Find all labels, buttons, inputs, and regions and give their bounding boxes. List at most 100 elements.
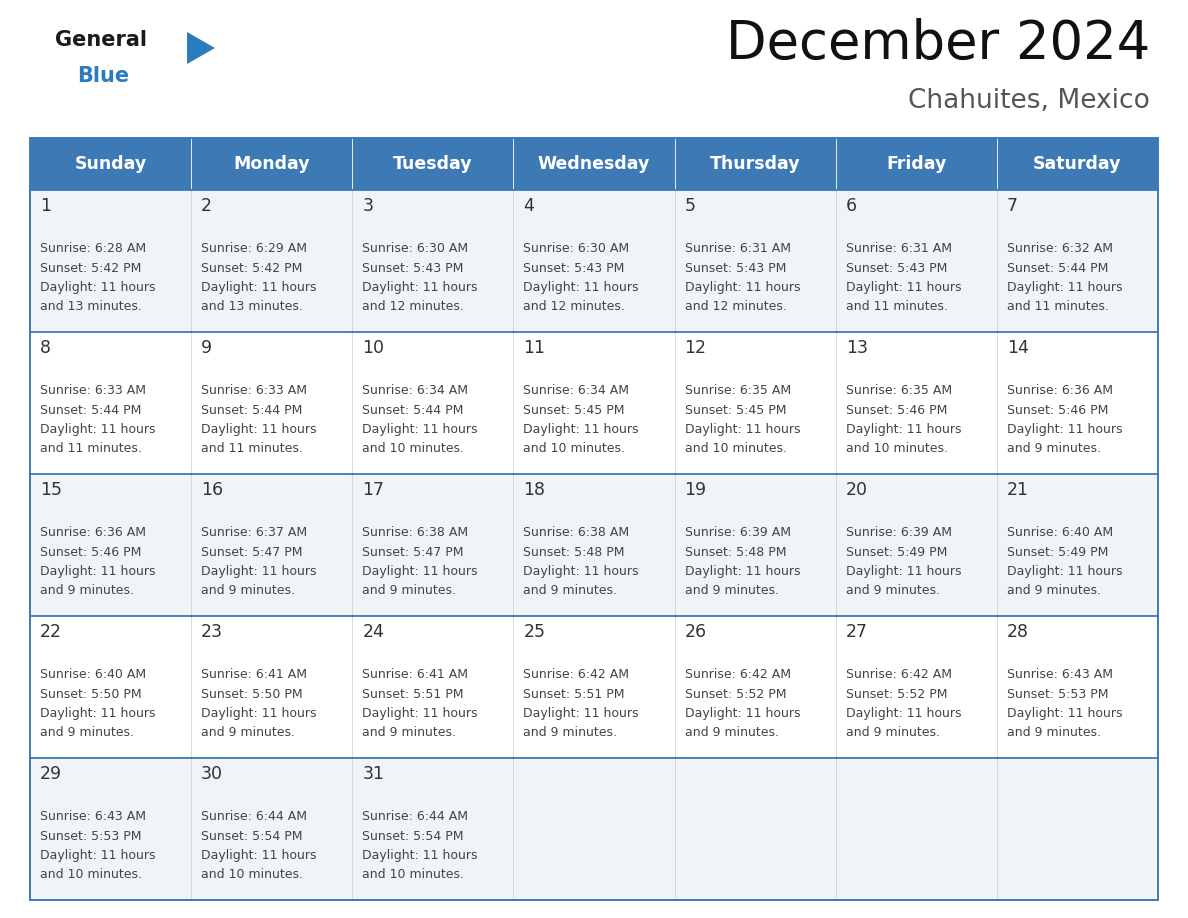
Text: Daylight: 11 hours: Daylight: 11 hours	[846, 423, 961, 436]
Text: Sunrise: 6:35 AM: Sunrise: 6:35 AM	[846, 384, 952, 397]
Text: Sunset: 5:53 PM: Sunset: 5:53 PM	[40, 830, 141, 843]
Text: Daylight: 11 hours: Daylight: 11 hours	[40, 423, 156, 436]
Bar	[191, 332, 353, 474]
Bar	[675, 758, 835, 900]
Text: Daylight: 11 hours: Daylight: 11 hours	[40, 707, 156, 720]
Text: Sunset: 5:46 PM: Sunset: 5:46 PM	[1007, 404, 1108, 417]
Text: and 13 minutes.: and 13 minutes.	[40, 300, 141, 314]
Text: Sunrise: 6:43 AM: Sunrise: 6:43 AM	[1007, 668, 1113, 681]
Text: Daylight: 11 hours: Daylight: 11 hours	[201, 707, 317, 720]
Text: and 10 minutes.: and 10 minutes.	[684, 442, 786, 455]
Text: Daylight: 11 hours: Daylight: 11 hours	[201, 281, 317, 294]
Text: Daylight: 11 hours: Daylight: 11 hours	[362, 707, 478, 720]
Text: Sunrise: 6:28 AM: Sunrise: 6:28 AM	[40, 242, 146, 255]
Text: Sunrise: 6:40 AM: Sunrise: 6:40 AM	[40, 668, 146, 681]
Bar	[835, 190, 997, 332]
Bar	[191, 474, 353, 616]
Text: Sunrise: 6:41 AM: Sunrise: 6:41 AM	[362, 668, 468, 681]
Text: 24: 24	[362, 623, 384, 641]
Text: Sunset: 5:42 PM: Sunset: 5:42 PM	[40, 262, 141, 274]
Text: Sunset: 5:42 PM: Sunset: 5:42 PM	[201, 262, 303, 274]
Text: Daylight: 11 hours: Daylight: 11 hours	[524, 423, 639, 436]
Bar	[675, 616, 835, 758]
Text: and 9 minutes.: and 9 minutes.	[40, 726, 134, 740]
Polygon shape	[187, 32, 215, 64]
Text: Sunrise: 6:34 AM: Sunrise: 6:34 AM	[524, 384, 630, 397]
Bar	[513, 616, 675, 758]
Bar	[997, 758, 1158, 900]
Text: Daylight: 11 hours: Daylight: 11 hours	[1007, 707, 1123, 720]
Text: Sunset: 5:50 PM: Sunset: 5:50 PM	[40, 688, 141, 700]
Text: Sunrise: 6:44 AM: Sunrise: 6:44 AM	[201, 810, 308, 823]
Bar	[30, 758, 191, 900]
Bar	[30, 332, 191, 474]
Text: and 9 minutes.: and 9 minutes.	[846, 585, 940, 598]
Bar	[30, 474, 191, 616]
Text: 26: 26	[684, 623, 707, 641]
Text: Sunrise: 6:42 AM: Sunrise: 6:42 AM	[524, 668, 630, 681]
Text: 2: 2	[201, 197, 213, 215]
Text: and 9 minutes.: and 9 minutes.	[362, 726, 456, 740]
Text: 3: 3	[362, 197, 373, 215]
Text: Sunset: 5:43 PM: Sunset: 5:43 PM	[846, 262, 947, 274]
Text: Daylight: 11 hours: Daylight: 11 hours	[40, 565, 156, 578]
Text: Daylight: 11 hours: Daylight: 11 hours	[684, 423, 800, 436]
Text: Sunset: 5:49 PM: Sunset: 5:49 PM	[846, 545, 947, 558]
Text: Tuesday: Tuesday	[393, 155, 473, 173]
Text: 23: 23	[201, 623, 223, 641]
Bar	[513, 758, 675, 900]
Text: Sunrise: 6:42 AM: Sunrise: 6:42 AM	[684, 668, 790, 681]
Text: Sunset: 5:46 PM: Sunset: 5:46 PM	[40, 545, 141, 558]
Text: Sunset: 5:48 PM: Sunset: 5:48 PM	[684, 545, 786, 558]
Text: and 12 minutes.: and 12 minutes.	[524, 300, 625, 314]
Bar	[675, 474, 835, 616]
Text: Sunset: 5:44 PM: Sunset: 5:44 PM	[201, 404, 303, 417]
Bar	[513, 474, 675, 616]
Bar	[835, 758, 997, 900]
Text: 21: 21	[1007, 481, 1029, 499]
Bar	[997, 332, 1158, 474]
Text: and 12 minutes.: and 12 minutes.	[362, 300, 465, 314]
Text: Sunrise: 6:30 AM: Sunrise: 6:30 AM	[362, 242, 468, 255]
Text: 10: 10	[362, 339, 384, 357]
Text: and 11 minutes.: and 11 minutes.	[846, 300, 948, 314]
Text: Sunrise: 6:41 AM: Sunrise: 6:41 AM	[201, 668, 308, 681]
Text: Sunset: 5:46 PM: Sunset: 5:46 PM	[846, 404, 947, 417]
Bar	[513, 332, 675, 474]
Text: Sunrise: 6:43 AM: Sunrise: 6:43 AM	[40, 810, 146, 823]
Text: Sunrise: 6:33 AM: Sunrise: 6:33 AM	[40, 384, 146, 397]
Text: and 13 minutes.: and 13 minutes.	[201, 300, 303, 314]
Text: Sunrise: 6:31 AM: Sunrise: 6:31 AM	[684, 242, 790, 255]
Text: Sunset: 5:54 PM: Sunset: 5:54 PM	[201, 830, 303, 843]
Text: Sunset: 5:51 PM: Sunset: 5:51 PM	[362, 688, 463, 700]
Text: 29: 29	[40, 765, 62, 783]
Text: Saturday: Saturday	[1034, 155, 1121, 173]
Text: Daylight: 11 hours: Daylight: 11 hours	[362, 849, 478, 862]
Text: Sunset: 5:45 PM: Sunset: 5:45 PM	[684, 404, 786, 417]
Bar	[191, 616, 353, 758]
Text: Sunrise: 6:40 AM: Sunrise: 6:40 AM	[1007, 526, 1113, 539]
Text: Sunrise: 6:36 AM: Sunrise: 6:36 AM	[40, 526, 146, 539]
Text: Sunrise: 6:33 AM: Sunrise: 6:33 AM	[201, 384, 308, 397]
Text: Sunrise: 6:42 AM: Sunrise: 6:42 AM	[846, 668, 952, 681]
Text: Sunrise: 6:32 AM: Sunrise: 6:32 AM	[1007, 242, 1113, 255]
Text: Daylight: 11 hours: Daylight: 11 hours	[1007, 423, 1123, 436]
Text: Friday: Friday	[886, 155, 947, 173]
Text: 1: 1	[40, 197, 51, 215]
Bar	[997, 474, 1158, 616]
Text: and 11 minutes.: and 11 minutes.	[40, 442, 141, 455]
Text: and 10 minutes.: and 10 minutes.	[524, 442, 625, 455]
Bar	[353, 616, 513, 758]
Text: Sunset: 5:50 PM: Sunset: 5:50 PM	[201, 688, 303, 700]
Text: 22: 22	[40, 623, 62, 641]
Text: and 9 minutes.: and 9 minutes.	[684, 585, 778, 598]
Text: and 12 minutes.: and 12 minutes.	[684, 300, 786, 314]
Text: Daylight: 11 hours: Daylight: 11 hours	[684, 707, 800, 720]
Text: 19: 19	[684, 481, 707, 499]
Text: Sunset: 5:43 PM: Sunset: 5:43 PM	[684, 262, 786, 274]
Text: Daylight: 11 hours: Daylight: 11 hours	[40, 849, 156, 862]
Bar	[353, 332, 513, 474]
Text: Daylight: 11 hours: Daylight: 11 hours	[1007, 565, 1123, 578]
Bar	[835, 474, 997, 616]
Text: and 9 minutes.: and 9 minutes.	[524, 585, 618, 598]
